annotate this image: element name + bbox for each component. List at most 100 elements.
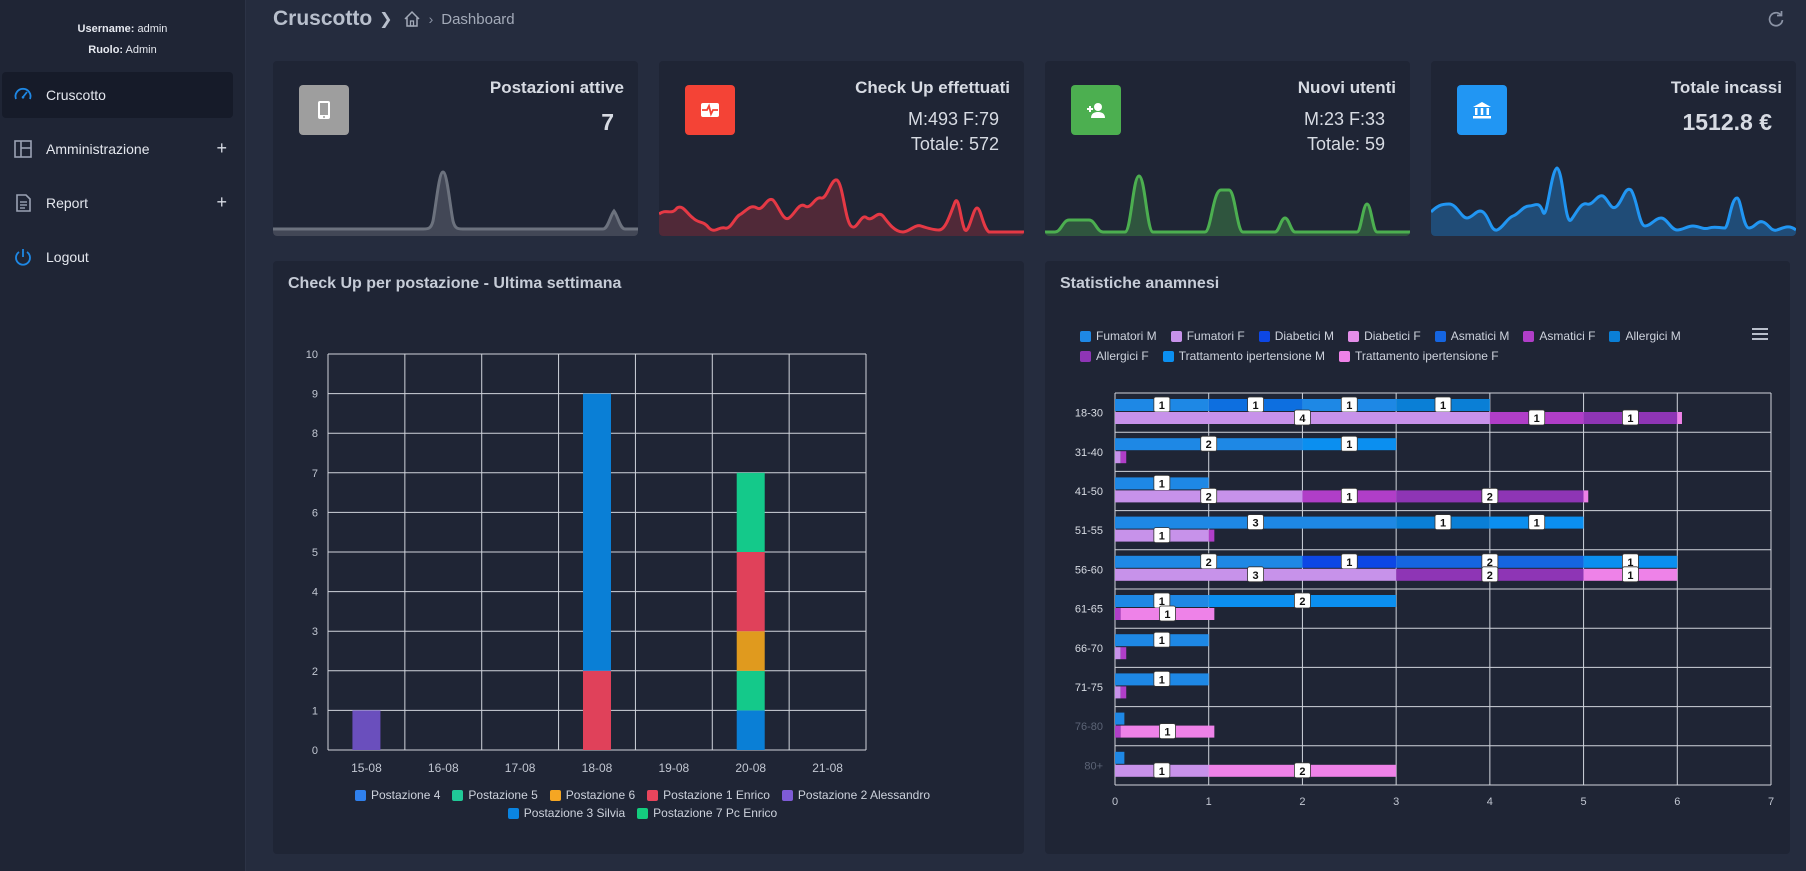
data-label-box [1528, 409, 1546, 426]
x-tick-label: 17-08 [505, 761, 536, 775]
data-label-box [1528, 514, 1546, 531]
legend-item[interactable]: Allergici M [1609, 329, 1681, 343]
sidebar-item-amministrazione[interactable]: Amministrazione + [2, 126, 233, 172]
panel-statistiche-anamnesi: Statistiche anamnesi Fumatori M Fumatori … [1045, 261, 1790, 854]
data-label: 1 [1159, 400, 1165, 412]
legend-swatch [1338, 350, 1350, 362]
y-tick-label: 80+ [1084, 760, 1103, 772]
legend-item[interactable]: Trattamento ipertensione F [1338, 349, 1499, 363]
data-label-box [1247, 566, 1264, 583]
bar-segment [1115, 647, 1121, 660]
data-label: 1 [1346, 400, 1352, 412]
card-value-line2: Totale: 59 [1306, 134, 1385, 154]
bar-segment [583, 670, 611, 750]
sidebar-item-cruscotto[interactable]: Cruscotto [2, 72, 233, 118]
card-title: Check Up effettuati [855, 78, 1010, 97]
legend-swatch [1348, 330, 1360, 342]
data-label: 2 [1487, 570, 1493, 582]
y-tick-label: 9 [312, 389, 318, 401]
legend-item[interactable]: Postazione 4 [355, 788, 440, 802]
chart-legend: Postazione 3 Silvia Postazione 7 Pc Enric… [273, 806, 1024, 820]
home-icon[interactable] [403, 10, 421, 28]
legend-label: Postazione 2 Alessandro [797, 788, 930, 802]
legend-item[interactable]: Postazione 7 Pc Enrico [637, 806, 777, 820]
x-tick-label: 18-08 [582, 761, 613, 775]
legend-swatch [452, 789, 464, 801]
sparkline-incassi [1431, 166, 1796, 236]
legend-swatch [1258, 330, 1270, 342]
data-label: 2 [1206, 557, 1212, 569]
card-title: Postazioni attive [489, 78, 624, 97]
legend-label: Postazione 3 Silvia [523, 806, 626, 820]
data-label-box [1294, 409, 1311, 426]
legend-item[interactable]: Postazione 1 Enrico [647, 788, 770, 802]
data-label: 1 [1627, 413, 1633, 425]
expand-icon[interactable]: + [216, 192, 227, 212]
data-label-box [1159, 723, 1176, 740]
chart-legend: Fumatori M Fumatori F Diabetici M Diabetici… [1080, 329, 1740, 369]
data-label-box [1294, 762, 1311, 779]
card-nuovi-utenti: Nuovi utenti M:23 F:33 Totale: 59 [1045, 61, 1410, 236]
data-label: 2 [1487, 491, 1493, 503]
y-tick-label: 76-80 [1075, 721, 1103, 733]
checkup-bar-chart: 0 1 2 3 4 5 6 7 8 9 10 15-08 16-08 17-08 18-08 19-08 20-… [306, 349, 867, 775]
legend-label: Trattamento ipertensione M [1178, 349, 1325, 363]
chevron-right-icon: ❯ [379, 11, 393, 28]
data-label: 1 [1164, 609, 1170, 621]
data-label: 1 [1253, 400, 1259, 412]
x-tick-label: 21-08 [812, 761, 843, 775]
refresh-icon[interactable] [1766, 9, 1786, 34]
card-title: Totale incassi [1670, 78, 1782, 97]
chart-menu-icon[interactable] [1752, 327, 1768, 346]
bar-segment [1115, 712, 1125, 725]
chart-legend: Postazione 4 Postazione 5 Postazione 6 Post… [273, 788, 1024, 802]
legend-swatch [647, 789, 659, 801]
bar-segment [736, 710, 765, 750]
data-label: 2 [1206, 491, 1212, 503]
legend-item[interactable]: Postazione 2 Alessandro [781, 788, 930, 802]
legend-item[interactable]: Diabetici F [1348, 329, 1421, 343]
legend-label: Postazione 1 Enrico [663, 788, 770, 802]
sidebar-item-label: Cruscotto [46, 87, 106, 103]
legend-label: Diabetici M [1274, 329, 1335, 343]
legend-item[interactable]: Asmatici F [1523, 329, 1595, 343]
user-info: Username: admin Ruolo: Admin [0, 0, 245, 61]
legend-item[interactable]: Fumatori F [1170, 329, 1245, 343]
data-label: 1 [1159, 531, 1165, 543]
data-label: 1 [1534, 518, 1540, 530]
data-label: 1 [1534, 413, 1540, 425]
sidebar-item-logout[interactable]: Logout [2, 234, 233, 280]
panel-title: Statistiche anamnesi [1060, 275, 1220, 292]
data-label: 3 [1253, 570, 1259, 582]
role-label: Ruolo: [88, 44, 124, 56]
legend-item[interactable]: Fumatori M [1080, 329, 1157, 343]
expand-icon[interactable]: + [216, 138, 227, 158]
card-checkup-effettuati: Check Up effettuati M:493 F:79 Totale: 5… [659, 61, 1024, 236]
legend-item[interactable]: Trattamento ipertensione M [1162, 349, 1325, 363]
sidebar-item-report[interactable]: Report + [2, 180, 233, 226]
y-tick-label: 2 [312, 666, 318, 678]
data-label: 2 [1487, 557, 1493, 569]
legend-item[interactable]: Postazione 5 [452, 788, 538, 802]
legend-item[interactable]: Allergici F [1080, 349, 1149, 363]
y-tick-label: 8 [312, 428, 318, 440]
data-label: 1 [1159, 478, 1165, 490]
bar-segment [1115, 608, 1121, 620]
legend-item[interactable]: Asmatici M [1434, 329, 1509, 343]
legend-label: Postazione 5 [468, 788, 538, 802]
bar-segment [1120, 451, 1127, 464]
data-label: 1 [1159, 596, 1165, 608]
legend-item[interactable]: Diabetici M [1258, 329, 1335, 343]
bar-segment [1120, 647, 1127, 660]
legend-item[interactable]: Postazione 6 [549, 788, 635, 802]
data-label-box [1200, 435, 1218, 452]
legend-item[interactable]: Postazione 3 Silvia [507, 806, 626, 820]
legend-swatch [1434, 330, 1446, 342]
breadcrumb-current: Dashboard [441, 10, 515, 28]
dashboard-layout-icon [12, 138, 34, 160]
bar-segment [352, 710, 381, 750]
y-tick-label: 4 [312, 587, 318, 599]
data-label: 1 [1159, 635, 1165, 647]
data-label: 2 [1299, 766, 1305, 778]
